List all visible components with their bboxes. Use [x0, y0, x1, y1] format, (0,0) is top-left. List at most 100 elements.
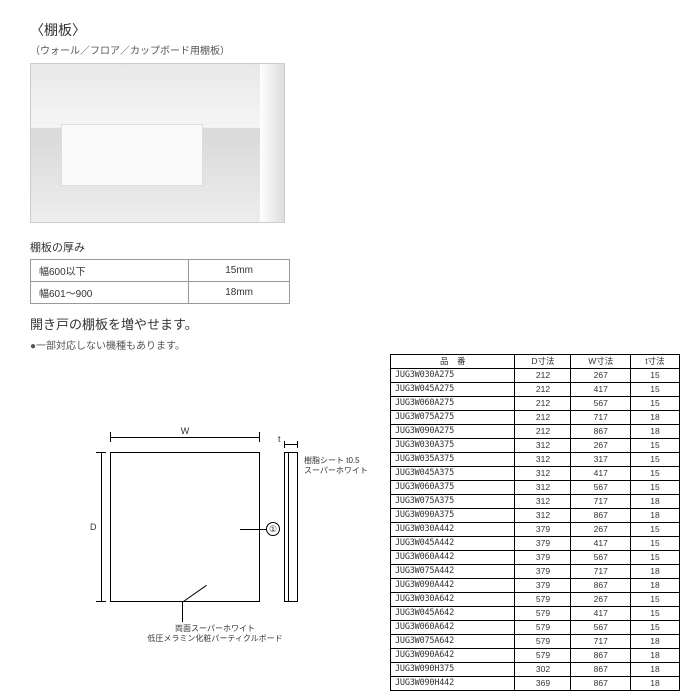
spec-cell-w: 567 [571, 551, 631, 565]
material-line2: 低圧メラミン化粧パーティクルボード [147, 634, 282, 643]
spec-row: JUG3W075A64257971718 [391, 635, 680, 649]
spec-cell-w: 267 [571, 369, 631, 383]
dim-w: W [110, 430, 260, 444]
edge-label: 樹脂シート t0.5 スーパーホワイト [304, 456, 368, 477]
spec-cell-partno: JUG3W045A442 [391, 537, 515, 551]
spec-row: JUG3W060A37531256715 [391, 481, 680, 495]
spec-cell-partno: JUG3W090A442 [391, 579, 515, 593]
spec-cell-d: 379 [515, 537, 571, 551]
spec-cell-d: 312 [515, 509, 571, 523]
spec-cell-d: 369 [515, 677, 571, 691]
dim-t-tick [284, 444, 298, 445]
spec-row: JUG3W090H37530286718 [391, 663, 680, 677]
spec-cell-t: 15 [630, 369, 679, 383]
spec-cell-t: 15 [630, 621, 679, 635]
spec-cell-t: 18 [630, 509, 679, 523]
spec-row: JUG3W045A44237941715 [391, 537, 680, 551]
spec-cell-partno: JUG3W075A275 [391, 411, 515, 425]
spec-cell-w: 867 [571, 677, 631, 691]
spec-cell-t: 18 [630, 411, 679, 425]
spec-cell-partno: JUG3W045A375 [391, 467, 515, 481]
thickness-range: 幅600以下 [31, 260, 189, 282]
spec-cell-d: 579 [515, 635, 571, 649]
thickness-heading: 棚板の厚み [30, 239, 290, 255]
spec-cell-d: 379 [515, 565, 571, 579]
spec-cell-partno: JUG3W045A275 [391, 383, 515, 397]
spec-cell-partno: JUG3W060A375 [391, 481, 515, 495]
spec-cell-d: 302 [515, 663, 571, 677]
spec-cell-t: 15 [630, 383, 679, 397]
spec-cell-w: 867 [571, 663, 631, 677]
thickness-row: 幅601〜900 18mm [31, 282, 290, 304]
spec-row: JUG3W090A64257986718 [391, 649, 680, 663]
spec-cell-w: 267 [571, 593, 631, 607]
spec-cell-t: 18 [630, 649, 679, 663]
spec-cell-t: 18 [630, 663, 679, 677]
spec-cell-partno: JUG3W090A275 [391, 425, 515, 439]
spec-col-partno: 品 番 [391, 355, 515, 369]
spec-cell-d: 312 [515, 481, 571, 495]
spec-row: JUG3W090A37531286718 [391, 509, 680, 523]
spec-cell-d: 379 [515, 579, 571, 593]
spec-cell-w: 717 [571, 495, 631, 509]
spec-row: JUG3W060A27521256715 [391, 397, 680, 411]
spec-cell-w: 867 [571, 425, 631, 439]
spec-cell-t: 15 [630, 607, 679, 621]
callout-1: ① [266, 522, 280, 536]
spec-cell-partno: JUG3W030A442 [391, 523, 515, 537]
spec-cell-d: 579 [515, 649, 571, 663]
spec-cell-t: 15 [630, 439, 679, 453]
spec-cell-partno: JUG3W075A642 [391, 635, 515, 649]
thickness-value: 15mm [189, 260, 290, 282]
spec-cell-partno: JUG3W090A375 [391, 509, 515, 523]
spec-cell-partno: JUG3W060A275 [391, 397, 515, 411]
spec-row: JUG3W060A44237956715 [391, 551, 680, 565]
thickness-row: 幅600以下 15mm [31, 260, 290, 282]
caption: 開き戸の棚板を増やせます。 [30, 314, 670, 333]
spec-row: JUG3W090A27521286718 [391, 425, 680, 439]
spec-cell-partno: JUG3W030A642 [391, 593, 515, 607]
spec-table: 品 番 D寸法 W寸法 t寸法 JUG3W030A27521226715JUG3… [390, 354, 680, 691]
spec-cell-t: 18 [630, 565, 679, 579]
dimension-diagram: W D t 樹脂シート t0.5 スーパーホワイト ① 両面スーパーホワイト 低… [70, 430, 370, 660]
spec-cell-d: 212 [515, 411, 571, 425]
board-top-view [110, 452, 260, 602]
spec-cell-w: 267 [571, 523, 631, 537]
spec-cell-partno: JUG3W090H375 [391, 663, 515, 677]
spec-cell-t: 18 [630, 677, 679, 691]
spec-row: JUG3W075A44237971718 [391, 565, 680, 579]
spec-cell-t: 15 [630, 467, 679, 481]
spec-row: JUG3W045A37531241715 [391, 467, 680, 481]
spec-cell-w: 567 [571, 481, 631, 495]
spec-cell-d: 212 [515, 425, 571, 439]
material-label: 両面スーパーホワイト 低圧メラミン化粧パーティクルボード [130, 624, 300, 645]
spec-cell-t: 18 [630, 635, 679, 649]
spec-cell-w: 867 [571, 509, 631, 523]
spec-cell-w: 417 [571, 607, 631, 621]
spec-cell-w: 417 [571, 383, 631, 397]
spec-row: JUG3W030A44237926715 [391, 523, 680, 537]
spec-cell-d: 312 [515, 495, 571, 509]
spec-cell-d: 212 [515, 369, 571, 383]
spec-cell-w: 317 [571, 453, 631, 467]
spec-col-t: t寸法 [630, 355, 679, 369]
spec-cell-t: 15 [630, 523, 679, 537]
spec-cell-d: 312 [515, 453, 571, 467]
spec-cell-d: 312 [515, 467, 571, 481]
spec-cell-t: 15 [630, 397, 679, 411]
spec-cell-t: 15 [630, 551, 679, 565]
product-photo [30, 63, 285, 223]
spec-cell-partno: JUG3W090H442 [391, 677, 515, 691]
spec-row: JUG3W045A27521241715 [391, 383, 680, 397]
spec-cell-partno: JUG3W060A642 [391, 621, 515, 635]
spec-cell-partno: JUG3W030A275 [391, 369, 515, 383]
spec-cell-t: 18 [630, 579, 679, 593]
spec-header-row: 品 番 D寸法 W寸法 t寸法 [391, 355, 680, 369]
spec-col-w: W寸法 [571, 355, 631, 369]
spec-cell-d: 579 [515, 607, 571, 621]
spec-cell-t: 18 [630, 495, 679, 509]
spec-cell-t: 15 [630, 481, 679, 495]
spec-row: JUG3W090H44236986718 [391, 677, 680, 691]
thickness-block: 棚板の厚み 幅600以下 15mm 幅601〜900 18mm [30, 239, 290, 304]
spec-row: JUG3W075A37531271718 [391, 495, 680, 509]
